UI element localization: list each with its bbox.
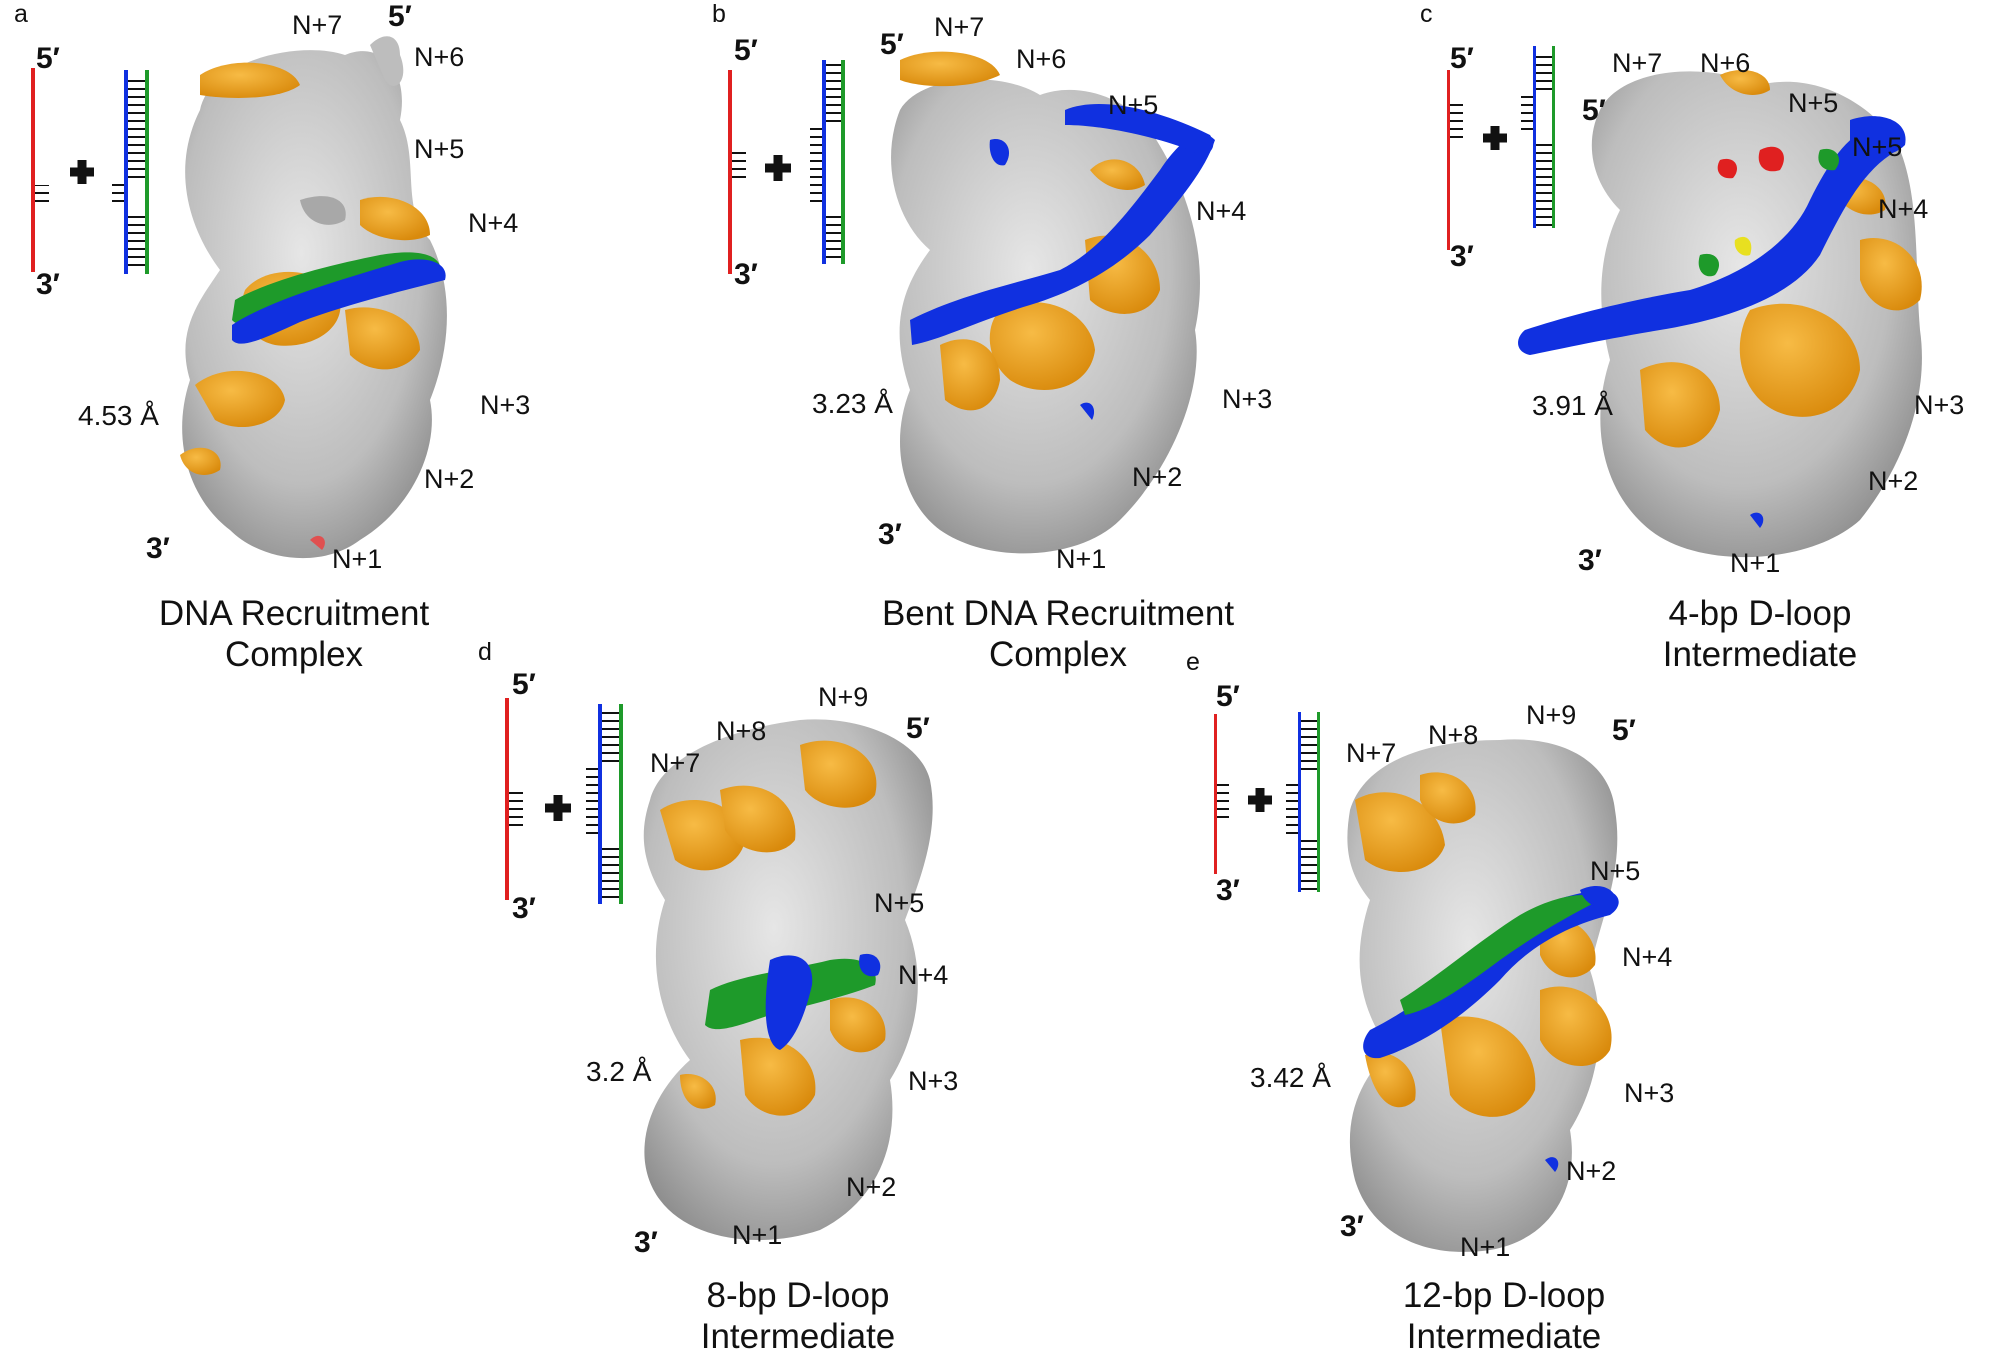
subunit-label: N+7 bbox=[1612, 48, 1663, 78]
resolution-label: 3.2 Å bbox=[586, 1056, 652, 1087]
map-five-prime-label: 5′ bbox=[1612, 714, 1636, 747]
five-prime-label: 5′ bbox=[1450, 42, 1474, 75]
map-five-prime-label: 5′ bbox=[880, 28, 904, 61]
subunit-label: N+7 bbox=[934, 12, 985, 42]
subunit-label: N+8 bbox=[1428, 720, 1479, 750]
panel-a-density-map bbox=[180, 36, 447, 559]
subunit-label: N+4 bbox=[468, 208, 519, 238]
panel-d-density-map bbox=[643, 719, 933, 1240]
map-three-prime-label: 3′ bbox=[1340, 1210, 1364, 1243]
subunit-label: N+1 bbox=[732, 1220, 783, 1250]
subunit-label: N+4 bbox=[1196, 196, 1247, 226]
three-prime-label: 3′ bbox=[512, 892, 536, 925]
map-three-prime-label: 3′ bbox=[1578, 544, 1602, 577]
target-strand bbox=[124, 70, 128, 274]
ssdna-strand bbox=[31, 68, 35, 272]
panel-e-schematic bbox=[1214, 712, 1320, 892]
subunit-label: N+6 bbox=[1016, 44, 1067, 74]
resolution-label: 3.42 Å bbox=[1250, 1062, 1331, 1093]
complement-strand bbox=[145, 70, 149, 274]
subunit-label: N+6 bbox=[414, 42, 465, 72]
map-five-prime-label: 5′ bbox=[388, 0, 412, 33]
subunit-label: N+3 bbox=[1222, 384, 1273, 414]
subunit-label: N+1 bbox=[1056, 544, 1107, 574]
subunit-label: N+1 bbox=[1460, 1232, 1511, 1262]
plus-icon bbox=[70, 160, 94, 184]
three-prime-label: 3′ bbox=[1450, 240, 1474, 273]
subunit-label: N+5 bbox=[414, 134, 465, 164]
panel-c-schematic bbox=[1447, 46, 1555, 250]
map-five-prime-label: 5′ bbox=[906, 712, 930, 745]
subunit-label: N+9 bbox=[1526, 700, 1577, 730]
panel-label: b bbox=[712, 0, 726, 28]
subunit-label: N+1 bbox=[1730, 548, 1781, 578]
panel-e-density-map bbox=[1347, 739, 1619, 1252]
panel-title: 4-bp D-loop Intermediate bbox=[1662, 594, 1858, 674]
subunit-label: N+2 bbox=[1566, 1156, 1617, 1186]
map-three-prime-label: 3′ bbox=[878, 518, 902, 551]
panel-c-density-map bbox=[1518, 70, 1922, 558]
panel-b-schematic bbox=[728, 60, 845, 274]
subunit-label: N+5 bbox=[1852, 132, 1903, 162]
subunit-label: N+7 bbox=[1346, 738, 1397, 768]
subunit-label: N+2 bbox=[846, 1172, 897, 1202]
resolution-label: 4.53 Å bbox=[78, 400, 159, 431]
panel-label: a bbox=[14, 0, 28, 28]
subunit-label: N+2 bbox=[1132, 462, 1183, 492]
panel-label: d bbox=[478, 638, 492, 666]
subunit-label: N+3 bbox=[1624, 1078, 1675, 1108]
subunit-label: N+5 bbox=[1590, 856, 1641, 886]
three-prime-label: 3′ bbox=[36, 268, 60, 301]
subunit-label: N+7 bbox=[650, 748, 701, 778]
subunit-label: N+3 bbox=[908, 1066, 959, 1096]
five-prime-label: 5′ bbox=[512, 668, 536, 701]
map-three-prime-label: 3′ bbox=[146, 532, 170, 565]
subunit-label: N+3 bbox=[1914, 390, 1965, 420]
five-prime-label: 5′ bbox=[734, 34, 758, 67]
subunit-label: N+9 bbox=[818, 682, 869, 712]
subunit-label: N+2 bbox=[1868, 466, 1919, 496]
resolution-label: 3.23 Å bbox=[812, 388, 893, 419]
subunit-label: N+5 bbox=[1788, 88, 1839, 118]
subunit-label: N+3 bbox=[480, 390, 531, 420]
panel-label: e bbox=[1186, 648, 1200, 676]
panel-title: DNA Recruitment Complex bbox=[158, 594, 430, 674]
map-three-prime-label: 3′ bbox=[634, 1226, 658, 1259]
resolution-label: 3.91 Å bbox=[1532, 390, 1613, 421]
map-five-prime-label: 5′ bbox=[1582, 94, 1606, 127]
subunit-label: N+4 bbox=[1622, 942, 1673, 972]
subunit-label: N+5 bbox=[874, 888, 925, 918]
subunit-label: N+6 bbox=[1700, 48, 1751, 78]
subunit-label: N+5 bbox=[1108, 90, 1159, 120]
five-prime-label: 5′ bbox=[36, 42, 60, 75]
three-prime-label: 3′ bbox=[1216, 874, 1240, 907]
subunit-label: N+4 bbox=[1878, 194, 1929, 224]
subunit-label: N+2 bbox=[424, 464, 475, 494]
subunit-label: N+4 bbox=[898, 960, 949, 990]
panel-d-schematic bbox=[505, 698, 623, 904]
subunit-label: N+7 bbox=[292, 10, 343, 40]
subunit-label: N+1 bbox=[332, 544, 383, 574]
panel-label: c bbox=[1420, 0, 1433, 28]
five-prime-label: 5′ bbox=[1216, 680, 1240, 713]
three-prime-label: 3′ bbox=[734, 258, 758, 291]
panel-b-density-map bbox=[891, 51, 1215, 554]
panel-a-schematic bbox=[31, 68, 149, 274]
subunit-label: N+8 bbox=[716, 716, 767, 746]
ssdna-bases bbox=[35, 185, 49, 207]
panel-title: Bent DNA Recruitment Complex bbox=[881, 594, 1235, 674]
panel-title: 12-bp D-loop Intermediate bbox=[1402, 1276, 1606, 1356]
